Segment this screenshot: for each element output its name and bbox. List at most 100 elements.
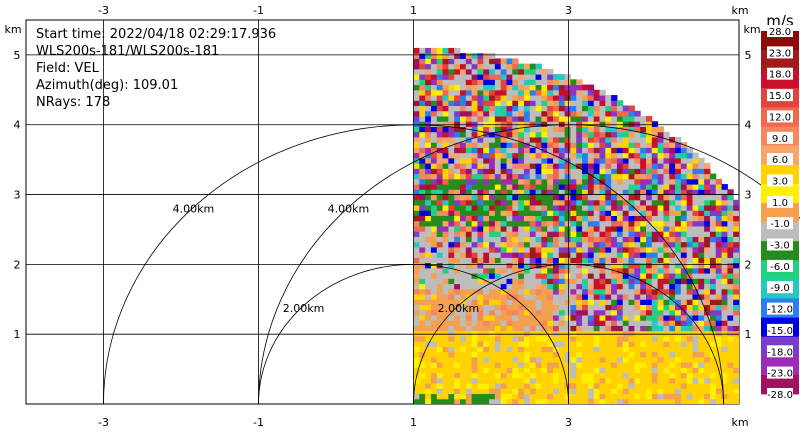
velocity-cell — [541, 383, 548, 389]
velocity-cell — [675, 210, 682, 216]
velocity-cell — [669, 173, 676, 180]
velocity-cell — [593, 267, 600, 274]
velocity-cell — [751, 268, 757, 274]
velocity-cell — [721, 356, 728, 363]
velocity-cell — [646, 330, 653, 337]
velocity-cell — [547, 383, 554, 389]
velocity-cell — [634, 194, 641, 201]
velocity-cell — [425, 210, 432, 216]
velocity-cell — [413, 178, 420, 185]
velocity-cell — [593, 341, 600, 347]
velocity-cell — [675, 168, 682, 175]
velocity-cell — [425, 351, 432, 358]
velocity-cell — [593, 398, 600, 404]
velocity-cell — [518, 215, 525, 222]
velocity-cell — [640, 199, 647, 206]
velocity-cell — [704, 304, 711, 311]
velocity-cell — [553, 116, 560, 122]
velocity-cell — [523, 168, 531, 175]
velocity-cell — [570, 168, 577, 175]
y-tick-label-left: 4 — [14, 119, 21, 132]
velocity-cell — [460, 142, 467, 148]
velocity-cell — [442, 341, 449, 347]
velocity-cell — [739, 215, 745, 221]
velocity-cell — [471, 309, 478, 316]
velocity-cell — [651, 362, 659, 368]
velocity-cell — [715, 335, 723, 342]
velocity-cell — [721, 288, 728, 295]
velocity-cell — [582, 288, 589, 295]
info-nrays: NRays: 178 — [36, 95, 110, 110]
velocity-cell — [413, 121, 420, 127]
velocity-cell — [553, 393, 560, 400]
velocity-cell — [745, 362, 751, 368]
velocity-cell — [675, 320, 682, 326]
velocity-cell — [663, 184, 670, 190]
range-ring-label: 2.00km — [283, 302, 325, 315]
velocity-cell — [518, 294, 525, 300]
velocity-cell — [460, 105, 467, 112]
velocity-cell — [751, 346, 757, 352]
velocity-cell — [460, 157, 467, 164]
velocity-cell — [523, 320, 531, 326]
velocity-cell — [553, 79, 560, 86]
velocity-cell — [657, 325, 664, 332]
velocity-cell — [523, 330, 531, 337]
velocity-cell — [471, 304, 478, 311]
velocity-cell — [704, 346, 711, 353]
velocity-cell — [558, 252, 566, 258]
velocity-cell — [704, 231, 711, 237]
velocity-cell — [692, 157, 699, 164]
velocity-cell — [454, 121, 461, 127]
velocity-cell — [576, 173, 583, 180]
velocity-cell — [419, 126, 426, 133]
velocity-cell — [448, 346, 455, 353]
velocity-cell — [442, 152, 449, 159]
velocity-cell — [547, 142, 554, 148]
velocity-cell — [535, 199, 542, 206]
velocity-cell — [413, 189, 420, 196]
velocity-cell — [593, 205, 600, 211]
velocity-cell — [454, 163, 461, 169]
velocity-cell — [483, 225, 490, 232]
velocity-cell — [570, 241, 577, 248]
velocity-cell — [460, 168, 467, 175]
velocity-cell — [436, 100, 444, 107]
velocity-cell — [739, 320, 745, 326]
velocity-cell — [605, 320, 612, 326]
velocity-cell — [547, 157, 554, 164]
velocity-cell — [640, 121, 647, 127]
velocity-cell — [611, 393, 618, 400]
velocity-cell — [582, 84, 589, 91]
velocity-cell — [512, 341, 519, 347]
velocity-cell — [686, 220, 693, 227]
velocity-cell — [442, 173, 449, 180]
velocity-cell — [587, 299, 595, 306]
velocity-cell — [454, 116, 461, 122]
velocity-cell — [564, 220, 571, 227]
velocity-cell — [628, 121, 635, 127]
velocity-cell — [686, 309, 693, 316]
range-ring-label: 2.00km — [438, 302, 480, 315]
velocity-cell — [634, 220, 641, 227]
velocity-cell — [506, 362, 513, 368]
velocity-cell — [425, 314, 432, 321]
velocity-cell — [593, 252, 600, 258]
velocity-cell — [628, 215, 635, 222]
velocity-cell — [582, 362, 589, 368]
velocity-cell — [442, 163, 449, 169]
velocity-cell — [751, 357, 757, 363]
velocity-cell — [512, 335, 519, 342]
velocity-cell — [489, 325, 496, 332]
velocity-cell — [425, 330, 432, 337]
velocity-cell — [709, 246, 717, 253]
velocity-cell — [430, 110, 438, 117]
velocity-cell — [460, 388, 467, 395]
velocity-cell — [454, 377, 461, 384]
velocity-cell — [686, 147, 693, 154]
velocity-cell — [727, 330, 734, 337]
velocity-cell — [599, 351, 606, 358]
velocity-cell — [448, 398, 455, 404]
velocity-cell — [465, 215, 473, 222]
velocity-cell — [675, 304, 682, 311]
